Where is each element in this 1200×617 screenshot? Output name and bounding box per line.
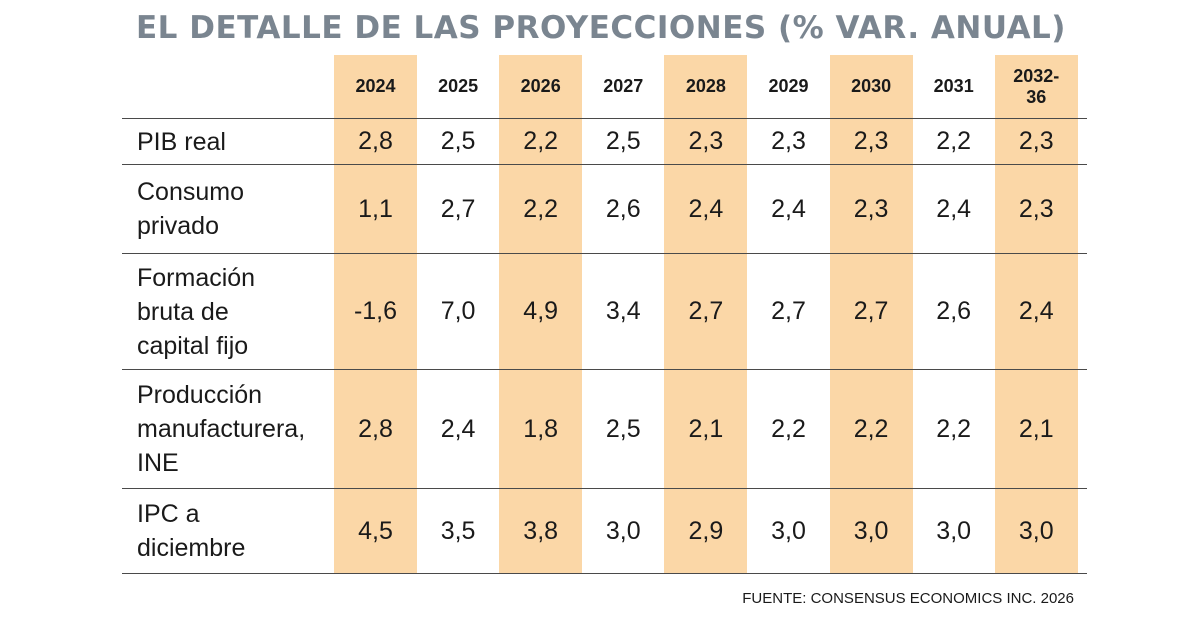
table-cell: 2,4: [771, 194, 806, 223]
table-cell: -1,6: [353, 297, 398, 325]
table-cell: 2,2: [853, 414, 889, 443]
column-header: 2027: [603, 76, 644, 96]
column-header: 2028: [685, 76, 726, 96]
table-cell: 3,0: [853, 516, 889, 545]
row-label: Producción manufacturera, INE: [137, 381, 306, 477]
column-header: 2029: [768, 76, 809, 96]
table-cell: 3,4: [605, 297, 641, 325]
table-cell: 1,1: [358, 194, 393, 223]
column-header: 2032- 36: [1013, 65, 1060, 107]
row-divider: [122, 369, 1087, 370]
source-note: FUENTE: CONSENSUS ECONOMICS INC. 2026: [742, 590, 1074, 607]
table-cell: 2,2: [936, 127, 972, 155]
shaded-column: [994, 55, 1078, 573]
row-label: IPC a diciembre: [137, 500, 246, 562]
table-cell: 4,9: [523, 297, 559, 325]
table-cell: 2,4: [688, 194, 724, 223]
table-cell: 2,6: [936, 297, 972, 325]
table-cell: 3,8: [523, 516, 559, 545]
table-cell: 2,3: [771, 127, 806, 155]
row-divider: [122, 573, 1087, 574]
table-cell: 2,3: [1018, 127, 1054, 155]
shaded-column: [829, 55, 913, 573]
table-cell: 2,7: [771, 297, 806, 325]
row-divider: [122, 253, 1087, 254]
table-cell: 3,0: [1018, 516, 1054, 545]
table-cell: 2,5: [440, 127, 476, 155]
column-header: 2026: [520, 76, 561, 96]
table-cell: 2,7: [853, 297, 889, 325]
table-cell: 2,5: [605, 414, 641, 443]
row-divider: [122, 488, 1087, 489]
table-cell: 2,2: [936, 414, 972, 443]
table-cell: 2,2: [523, 194, 559, 223]
shaded-column: [334, 55, 417, 573]
table-cell: 2,9: [688, 516, 724, 545]
row-divider: [122, 164, 1087, 165]
shaded-column: [664, 55, 748, 573]
column-header: 2030: [851, 76, 892, 96]
table-cell: 3,0: [936, 516, 972, 545]
row-label: PIB real: [137, 127, 226, 156]
table-cell: 3,0: [771, 516, 806, 545]
column-header: 2031: [933, 76, 974, 96]
table-cell: 3,0: [605, 516, 641, 545]
column-header: 2025: [438, 76, 479, 96]
table-cell: 1,8: [523, 414, 559, 443]
table-cell: 2,3: [688, 127, 724, 155]
table-cell: 4,5: [358, 516, 393, 545]
column-header: 2024: [355, 76, 396, 96]
table-cell: 2,1: [688, 414, 724, 443]
table-cell: 2,4: [1018, 297, 1054, 325]
chart-title: EL DETALLE DE LAS PROYECCIONES (% VAR. A…: [136, 10, 1066, 46]
table-cell: 2,4: [936, 194, 972, 223]
shaded-column: [499, 55, 583, 573]
table-cell: 2,2: [523, 127, 559, 155]
table-cell: 2,3: [853, 127, 889, 155]
table-cell: 2,8: [358, 127, 393, 155]
row-label: Formación bruta de capital fijo: [137, 263, 256, 360]
table-cell: 3,5: [440, 516, 476, 545]
table-cell: 2,1: [1018, 414, 1054, 443]
projections-table: 2024 2025 2026 2027 2028 2029 2030 2031 2032- 36 P…: [122, 55, 1087, 574]
row-label: Consumo privado: [137, 178, 244, 240]
table-cell: 2,8: [358, 414, 393, 443]
table-cell: 2,2: [771, 414, 806, 443]
table-cell: 2,3: [853, 194, 889, 223]
table-cell: 2,7: [440, 194, 476, 223]
table-cell: 2,3: [1018, 194, 1054, 223]
table-cell: 2,4: [440, 414, 476, 443]
table-cell: 2,7: [688, 297, 724, 325]
table-cell: 2,5: [605, 127, 641, 155]
row-divider: [122, 118, 1087, 119]
table-cell: 2,6: [605, 194, 641, 223]
table-cell: 7,0: [440, 297, 476, 325]
